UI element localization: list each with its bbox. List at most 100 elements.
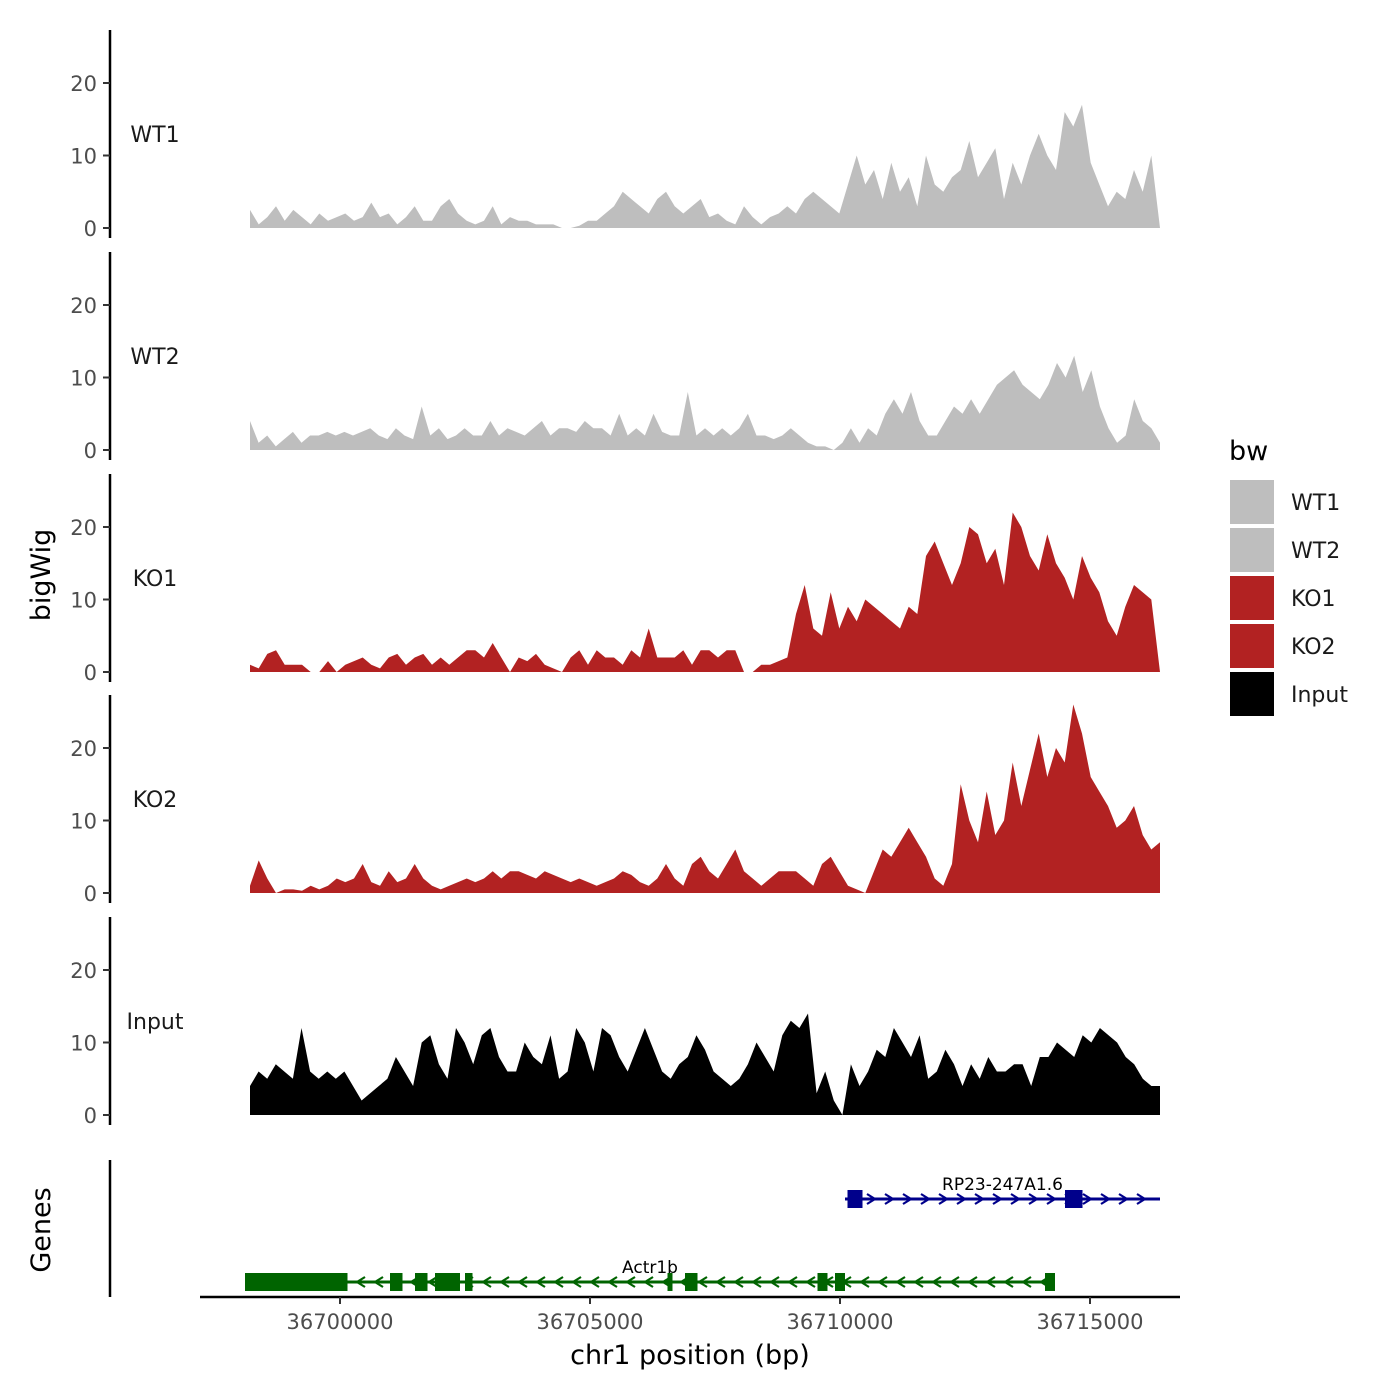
gene-exon bbox=[435, 1273, 460, 1291]
strand-chevron bbox=[956, 1193, 968, 1205]
strand-chevron bbox=[552, 1276, 564, 1288]
track-wt1: 0 10 20 WT1 bbox=[70, 30, 1160, 241]
gene-track-title: Genes bbox=[26, 1187, 57, 1272]
tracks-group: 0 10 20 WT1 0 10 20 WT2 0 10 20 KO1 0 10 20 KO2 0 10 20 Inp… bbox=[70, 30, 1160, 1128]
strand-chevron bbox=[642, 1276, 654, 1288]
strand-chevron bbox=[858, 1276, 870, 1288]
y-tick-label: 0 bbox=[84, 882, 97, 906]
strand-chevron bbox=[902, 1193, 914, 1205]
gene-track: RP23-247A1.6 Actr1b bbox=[108, 1160, 1160, 1297]
legend: bw WT1 WT2 KO1 KO2 Input bbox=[1229, 436, 1348, 716]
strand-chevron bbox=[534, 1276, 546, 1288]
strand-chevron bbox=[768, 1276, 780, 1288]
strand-chevron bbox=[570, 1276, 582, 1288]
strand-chevron bbox=[786, 1276, 798, 1288]
strand-chevron bbox=[894, 1276, 906, 1288]
gene-exon bbox=[847, 1190, 863, 1208]
strand-chevron bbox=[1136, 1193, 1148, 1205]
x-tick-label: 36705000 bbox=[537, 1310, 644, 1334]
y-tick-label: 0 bbox=[84, 661, 97, 685]
gene-exon bbox=[835, 1273, 845, 1291]
gene-exon bbox=[817, 1273, 828, 1291]
gene-actr1b: Actr1b bbox=[245, 1258, 1055, 1291]
x-tick-label: 36715000 bbox=[1037, 1310, 1144, 1334]
y-tick-label: 10 bbox=[70, 367, 97, 391]
gene-rp23-247a1.6: RP23-247A1.6 bbox=[845, 1175, 1160, 1208]
gene-exon bbox=[1065, 1190, 1083, 1208]
strand-chevron bbox=[516, 1276, 528, 1288]
strand-chevron bbox=[426, 1276, 438, 1288]
legend-title: bw bbox=[1229, 436, 1268, 467]
legend-label-ko1: KO1 bbox=[1291, 587, 1336, 612]
gene-exon bbox=[1045, 1273, 1055, 1291]
track-label: KO1 bbox=[133, 567, 178, 592]
track-ko1: 0 10 20 KO1 bbox=[70, 474, 1160, 685]
strand-chevron bbox=[624, 1276, 636, 1288]
strand-chevron bbox=[974, 1193, 986, 1205]
strand-chevron bbox=[588, 1276, 600, 1288]
gene-exon bbox=[685, 1273, 698, 1291]
legend-swatch-input bbox=[1230, 672, 1274, 716]
y-tick-label: 20 bbox=[70, 516, 97, 540]
gene-exon bbox=[390, 1273, 403, 1291]
track-label: WT1 bbox=[130, 123, 179, 148]
strand-chevron bbox=[876, 1276, 888, 1288]
strand-chevron bbox=[948, 1276, 960, 1288]
y-tick-label: 10 bbox=[70, 810, 97, 834]
legend-swatch-ko2 bbox=[1230, 624, 1274, 668]
strand-chevron bbox=[696, 1276, 708, 1288]
gene-exon bbox=[465, 1273, 473, 1291]
x-axis: 36700000 36705000 36710000 36715000 bbox=[200, 1295, 1180, 1334]
gene-label: Actr1b bbox=[622, 1258, 678, 1278]
strand-chevron bbox=[714, 1276, 726, 1288]
signal-area-ko2 bbox=[250, 704, 1160, 893]
signal-area-wt1 bbox=[250, 104, 1160, 228]
track-label: WT2 bbox=[130, 345, 179, 370]
strand-chevron bbox=[1028, 1193, 1040, 1205]
track-input: 0 10 20 Input bbox=[70, 917, 1160, 1128]
strand-chevron bbox=[1020, 1276, 1032, 1288]
strand-chevron bbox=[1010, 1193, 1022, 1205]
y-tick-label: 20 bbox=[70, 294, 97, 318]
strand-chevron bbox=[750, 1276, 762, 1288]
track-wt2: 0 10 20 WT2 bbox=[70, 252, 1160, 463]
strand-chevron bbox=[354, 1276, 366, 1288]
y-tick-label: 10 bbox=[70, 145, 97, 169]
y-tick-label: 10 bbox=[70, 1032, 97, 1056]
x-tick-label: 36700000 bbox=[287, 1310, 394, 1334]
legend-swatch-ko1 bbox=[1230, 576, 1274, 620]
strand-chevron bbox=[732, 1276, 744, 1288]
strand-chevron bbox=[992, 1193, 1004, 1205]
strand-chevron bbox=[984, 1276, 996, 1288]
strand-chevron bbox=[1082, 1193, 1094, 1205]
legend-swatch-wt2 bbox=[1230, 528, 1274, 572]
legend-swatch-wt1 bbox=[1230, 480, 1274, 524]
gene-exon bbox=[245, 1273, 348, 1291]
gene-exon bbox=[415, 1273, 428, 1291]
y-tick-label: 0 bbox=[84, 1104, 97, 1128]
strand-chevron bbox=[1002, 1276, 1014, 1288]
signal-area-ko1 bbox=[250, 512, 1160, 672]
y-tick-label: 10 bbox=[70, 589, 97, 613]
strand-chevron bbox=[606, 1276, 618, 1288]
strand-chevron bbox=[480, 1276, 492, 1288]
strand-chevron bbox=[1118, 1193, 1130, 1205]
y-tick-label: 20 bbox=[70, 72, 97, 96]
gene-label: RP23-247A1.6 bbox=[942, 1175, 1063, 1195]
strand-chevron bbox=[938, 1193, 950, 1205]
track-ko2: 0 10 20 KO2 bbox=[70, 695, 1160, 906]
x-axis-title: chr1 position (bp) bbox=[570, 1340, 810, 1371]
strand-chevron bbox=[372, 1276, 384, 1288]
strand-chevron bbox=[1100, 1193, 1112, 1205]
strand-chevron bbox=[866, 1193, 878, 1205]
strand-chevron bbox=[966, 1276, 978, 1288]
legend-label-ko2: KO2 bbox=[1291, 635, 1336, 660]
track-label: KO2 bbox=[133, 788, 178, 813]
y-tick-label: 20 bbox=[70, 959, 97, 983]
strand-chevron bbox=[930, 1276, 942, 1288]
strand-chevron bbox=[498, 1276, 510, 1288]
gene-exon bbox=[667, 1273, 673, 1291]
y-axis-title: bigWig bbox=[26, 529, 57, 622]
x-tick-label: 36710000 bbox=[787, 1310, 894, 1334]
